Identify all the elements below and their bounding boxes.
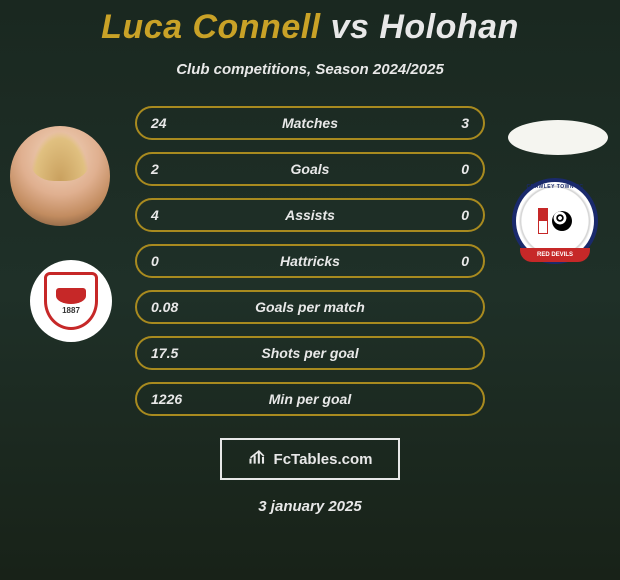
stat-left-value: 24 — [151, 115, 211, 131]
player1-avatar — [10, 126, 110, 226]
stat-label: Shots per goal — [211, 345, 409, 361]
season-subtitle: Club competitions, Season 2024/2025 — [0, 61, 620, 78]
crest-right-ribbon: RED DEVILS — [520, 248, 590, 262]
stat-row: 1226Min per goal — [135, 382, 485, 416]
player2-avatar — [508, 120, 608, 155]
stat-left-value: 17.5 — [151, 345, 211, 361]
stat-row: 2Goals0 — [135, 152, 485, 186]
stat-row: 0.08Goals per match — [135, 290, 485, 324]
crest-left-year: 1887 — [62, 306, 80, 315]
stat-right-value: 0 — [409, 161, 469, 177]
stat-left-value: 2 — [151, 161, 211, 177]
stat-label: Min per goal — [211, 391, 409, 407]
generated-date: 3 january 2025 — [0, 498, 620, 515]
player1-club-crest: 1887 — [30, 260, 112, 342]
player2-name: Holohan — [379, 8, 518, 46]
player1-name: Luca Connell — [101, 8, 320, 46]
stat-row: 17.5Shots per goal — [135, 336, 485, 370]
stat-row: 24Matches3 — [135, 106, 485, 140]
player2-club-crest: CRAWLEY TOWN FC RED DEVILS — [512, 178, 598, 264]
crest-right-top: CRAWLEY TOWN FC — [526, 184, 583, 190]
stat-label: Goals — [211, 161, 409, 177]
stat-row: 0Hattricks0 — [135, 244, 485, 278]
brand-badge: FcTables.com — [220, 438, 400, 480]
stat-left-value: 1226 — [151, 391, 211, 407]
stat-right-value: 0 — [409, 207, 469, 223]
stat-row: 4Assists0 — [135, 198, 485, 232]
stat-right-value: 0 — [409, 253, 469, 269]
stat-label: Assists — [211, 207, 409, 223]
vs-text: vs — [331, 8, 370, 46]
stat-label: Hattricks — [211, 253, 409, 269]
brand-text: FcTables.com — [274, 451, 373, 468]
stat-label: Matches — [211, 115, 409, 131]
stat-left-value: 0.08 — [151, 299, 211, 315]
stat-left-value: 0 — [151, 253, 211, 269]
chart-icon — [248, 447, 268, 471]
comparison-title: Luca Connell vs Holohan — [0, 0, 620, 47]
stat-left-value: 4 — [151, 207, 211, 223]
stat-right-value: 3 — [409, 115, 469, 131]
stat-label: Goals per match — [211, 299, 409, 315]
